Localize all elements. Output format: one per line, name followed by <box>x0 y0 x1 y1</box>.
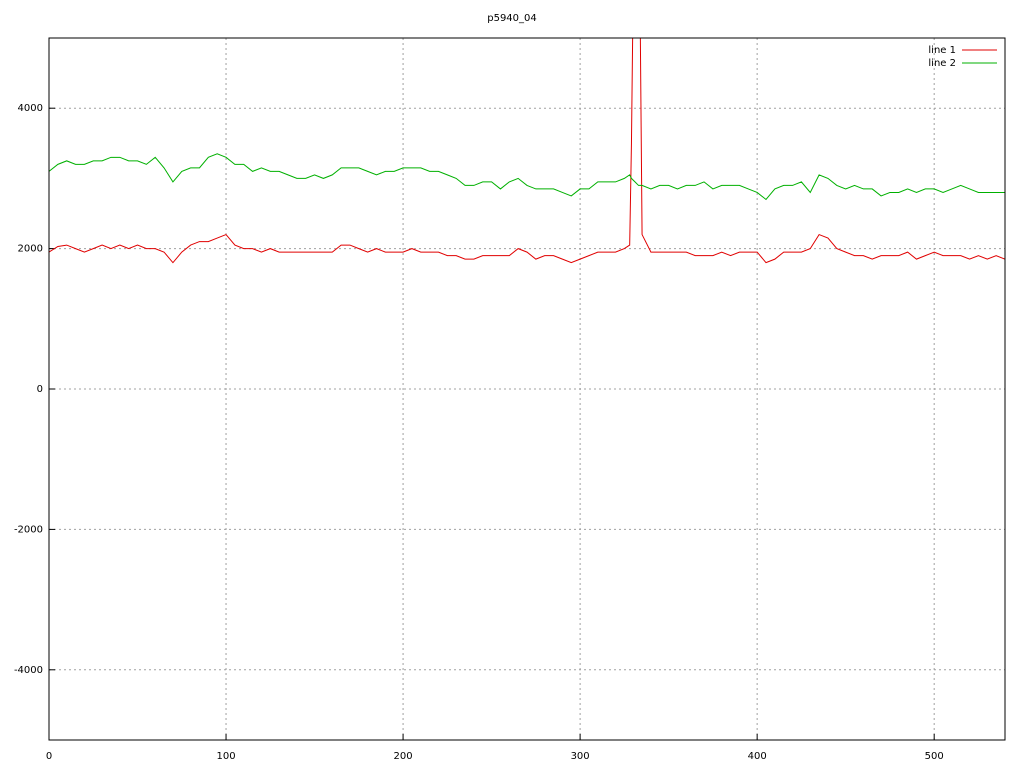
x-tick-label: 400 <box>748 751 767 762</box>
x-tick-label: 100 <box>216 751 235 762</box>
y-tick-label: 2000 <box>18 244 43 255</box>
plot-border <box>48 37 1006 741</box>
data-line <box>49 153 1005 201</box>
x-tick-label: 200 <box>394 751 413 762</box>
y-tick-label: -2000 <box>14 524 43 535</box>
legend-label: line 1 <box>928 45 956 56</box>
x-tick-label: 500 <box>925 751 944 762</box>
legend-label: line 2 <box>928 58 956 69</box>
y-tick-label: -4000 <box>14 665 43 676</box>
data-line <box>49 38 1005 264</box>
chart-title: p5940_04 <box>487 13 537 24</box>
x-tick-label: 300 <box>571 751 590 762</box>
y-tick-label: 4000 <box>18 103 43 114</box>
y-tick-label: 0 <box>37 384 43 395</box>
x-tick-label: 0 <box>46 751 52 762</box>
